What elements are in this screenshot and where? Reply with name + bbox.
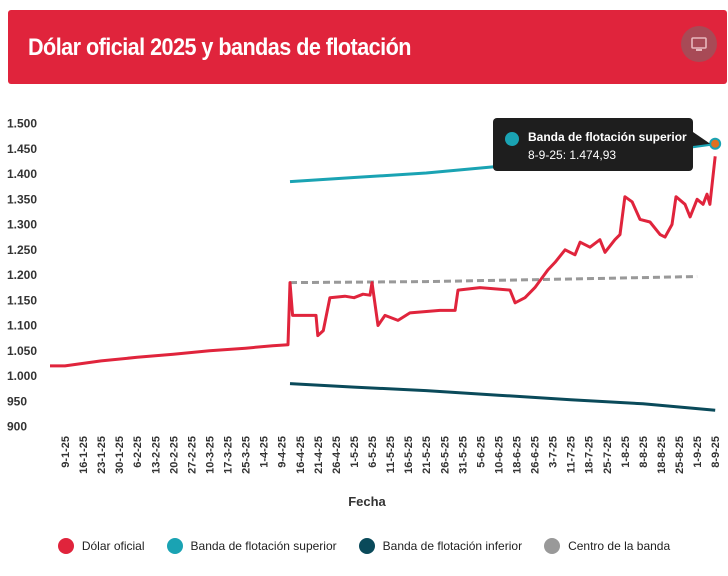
tooltip-series-name: Banda de flotación superior (528, 130, 687, 144)
x-tick-label: 10-3-25 (204, 436, 216, 474)
x-tick-label: 16-4-25 (295, 436, 307, 474)
legend-item-banda-superior[interactable]: Banda de flotación superior (166, 538, 337, 554)
x-tick-label: 26-4-25 (331, 436, 343, 474)
legend: Dólar oficial Banda de flotación superio… (0, 538, 728, 554)
y-tick-label: 1.250 (7, 243, 37, 257)
x-tick-label: 18-7-25 (584, 436, 596, 474)
x-tick-label: 16-5-25 (403, 436, 415, 474)
y-tick-label: 1.000 (7, 369, 37, 383)
chart-menu-button[interactable] (681, 26, 717, 62)
x-tick-label: 10-6-25 (493, 436, 505, 474)
legend-item-centro-banda[interactable]: Centro de la banda (544, 538, 670, 554)
legend-item-banda-inferior[interactable]: Banda de flotación inferior (358, 538, 523, 554)
x-tick-label: 26-6-25 (530, 436, 542, 474)
y-tick-label: 1.150 (7, 293, 37, 307)
x-tick-label: 6-2-25 (132, 436, 144, 468)
x-tick-label: 21-4-25 (313, 436, 325, 474)
y-tick-label: 950 (7, 394, 27, 408)
tooltip: Banda de flotación superior 8-9-25: 1.47… (493, 118, 693, 171)
series-line-2 (289, 382, 716, 412)
x-tick-label: 1-5-25 (349, 436, 361, 468)
chart-title: Dólar oficial 2025 y bandas de flotación (28, 34, 411, 61)
x-tick-label: 23-1-25 (96, 436, 108, 474)
series-line-0 (50, 156, 717, 368)
x-tick-label: 25-8-25 (674, 436, 686, 474)
x-tick-label: 25-7-25 (602, 436, 614, 474)
tooltip-value: 8-9-25: 1.474,93 (528, 148, 617, 162)
x-tick-label: 1-8-25 (620, 436, 632, 468)
x-axis-title: Fecha (348, 494, 386, 509)
y-tick-label: 1.050 (7, 344, 37, 358)
x-tick-label: 9-4-25 (277, 436, 289, 468)
tooltip-series-marker (505, 132, 519, 146)
x-tick-label: 18-6-25 (512, 436, 524, 474)
y-tick-label: 1.500 (7, 117, 37, 131)
legend-label: Banda de flotación inferior (382, 539, 523, 553)
x-tick-label: 18-8-25 (656, 436, 668, 474)
legend-marker (166, 538, 183, 554)
x-tick-label: 1-9-25 (692, 436, 704, 468)
x-tick-label: 20-2-25 (168, 436, 180, 474)
x-tick-label: 6-5-25 (367, 436, 379, 468)
x-tick-label: 8-8-25 (638, 436, 650, 468)
x-tick-label: 30-1-25 (114, 436, 126, 474)
x-tick-label: 21-5-25 (421, 436, 433, 474)
legend-label: Dólar oficial (81, 539, 145, 553)
legend-item-dolar-oficial[interactable]: Dólar oficial (57, 538, 145, 554)
x-tick-label: 11-7-25 (566, 436, 578, 473)
y-tick-label: 1.350 (7, 192, 37, 206)
chart-plot: 900 950 1.000 1.050 1.100 1.150 1.200 1.250 1.30… (7, 117, 722, 510)
x-tick-label: 8-9-25 (710, 436, 722, 468)
x-tick-label: 13-2-25 (150, 436, 162, 474)
x-tick-label: 1-4-25 (259, 436, 271, 468)
x-tick-label: 9-1-25 (60, 436, 72, 468)
y-tick-label: 1.450 (7, 142, 37, 156)
x-tick-label: 17-3-25 (223, 436, 235, 474)
series-line-3 (289, 275, 698, 285)
y-tick-label: 1.300 (7, 218, 37, 232)
legend-label: Banda de flotación superior (190, 539, 337, 553)
x-tick-label: 27-2-25 (186, 436, 198, 474)
y-tick-label: 1.100 (7, 319, 37, 333)
x-tick-label: 31-5-25 (457, 436, 469, 474)
y-tick-label: 1.400 (7, 167, 37, 181)
tooltip-pointer (693, 132, 711, 146)
y-tick-label: 1.200 (7, 268, 37, 282)
x-tick-label: 16-1-25 (78, 436, 90, 474)
x-tick-label: 26-5-25 (439, 436, 451, 474)
legend-marker (57, 538, 74, 554)
hover-point-marker (709, 137, 722, 150)
x-tick-label: 3-7-25 (548, 436, 560, 468)
legend-marker (544, 538, 561, 554)
x-tick-label: 11-5-25 (385, 436, 397, 473)
monitor-icon (691, 37, 707, 51)
x-tick-label: 25-3-25 (241, 436, 253, 474)
legend-marker (358, 538, 375, 554)
legend-label: Centro de la banda (568, 539, 671, 553)
chart-header: Dólar oficial 2025 y bandas de flotación (8, 10, 727, 84)
y-tick-label: 900 (7, 420, 27, 434)
x-tick-label: 5-6-25 (475, 436, 487, 468)
